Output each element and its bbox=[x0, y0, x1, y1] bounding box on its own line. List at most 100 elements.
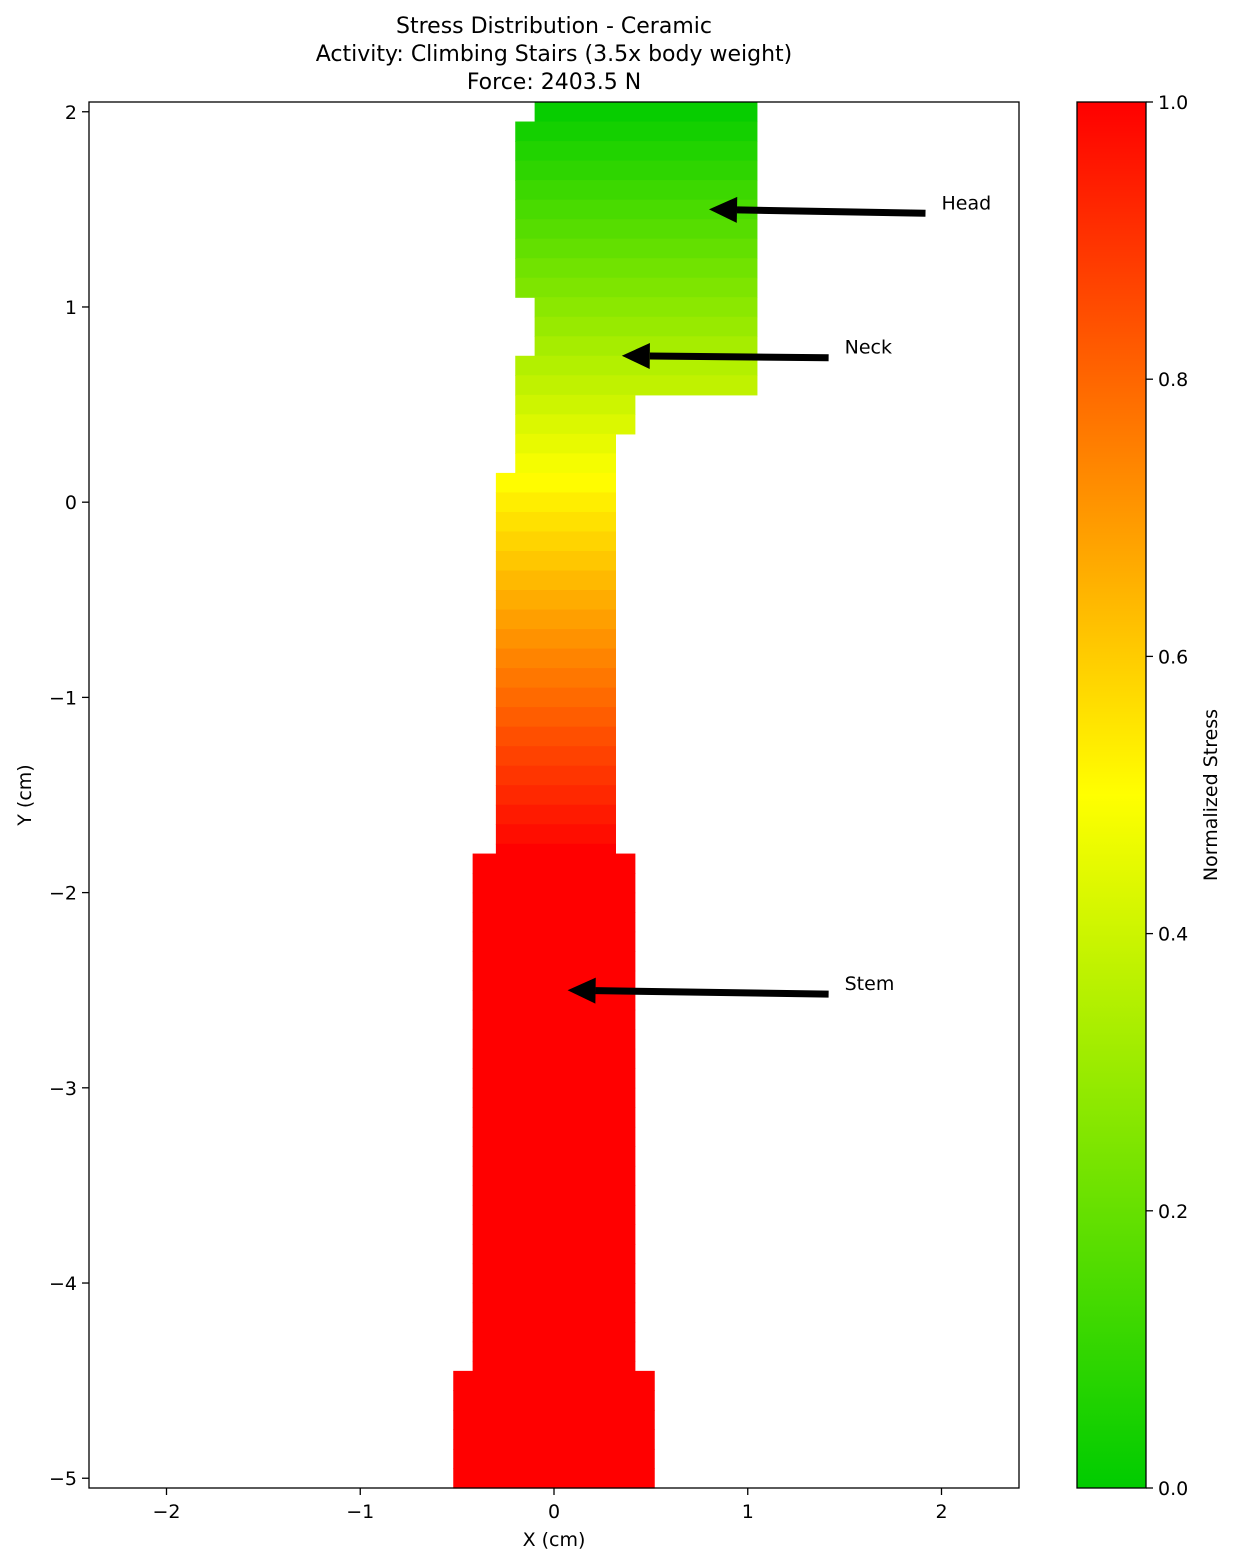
heatmap-cell bbox=[515, 219, 758, 240]
colorbar-tick-label: 0.6 bbox=[1158, 646, 1188, 668]
heatmap-cell bbox=[472, 1224, 636, 1245]
x-axis: −2 −1 0 1 2 bbox=[152, 1488, 948, 1523]
heatmap-cell bbox=[472, 1341, 636, 1362]
heatmap-cell bbox=[472, 912, 636, 933]
heatmap-cell bbox=[515, 258, 758, 279]
x-tick-label: −1 bbox=[346, 1501, 374, 1523]
heatmap-cell bbox=[515, 355, 758, 376]
heatmap-cell bbox=[495, 511, 616, 533]
heatmap-cell bbox=[534, 297, 758, 318]
heatmap-cell bbox=[495, 648, 616, 669]
y-tick-label: −4 bbox=[49, 1273, 77, 1295]
heatmap-cell bbox=[515, 160, 758, 181]
heatmap-cell bbox=[515, 394, 636, 415]
heatmap-cell bbox=[515, 238, 758, 259]
heatmap-cell bbox=[534, 102, 758, 123]
colorbar-tick-label: 0.8 bbox=[1158, 369, 1188, 391]
heatmap-cell bbox=[453, 1390, 655, 1411]
title-line-1: Stress Distribution - Ceramic bbox=[396, 14, 712, 39]
heatmap-cell bbox=[453, 1370, 655, 1391]
colorbar-gradient bbox=[1076, 101, 1147, 1489]
colorbar-tick-label: 0.2 bbox=[1158, 1201, 1188, 1223]
colorbar-ticks: 0.0 0.2 0.4 0.6 0.8 1.0 bbox=[1146, 92, 1188, 1500]
heatmap-cell bbox=[515, 180, 758, 201]
y-tick-label: −1 bbox=[49, 687, 77, 709]
annotation-arrow-shaft bbox=[649, 352, 829, 362]
heatmap-cell bbox=[495, 570, 616, 591]
heatmap-cell bbox=[472, 1302, 636, 1323]
heatmap-cell bbox=[472, 1126, 636, 1147]
heatmap-cell bbox=[495, 785, 616, 806]
heatmap-cell bbox=[495, 492, 616, 513]
heatmap-cell bbox=[495, 629, 616, 650]
chart-title: Stress Distribution - Ceramic Activity: … bbox=[316, 14, 793, 95]
heatmap-cell bbox=[495, 765, 616, 786]
heatmap-cell bbox=[515, 414, 636, 435]
annotation-label-head: Head bbox=[942, 192, 992, 214]
heatmap-cell bbox=[472, 1204, 636, 1226]
colorbar-tick-label: 0.4 bbox=[1158, 924, 1188, 946]
heatmap-cell bbox=[495, 668, 616, 689]
heatmap-cell bbox=[472, 1165, 636, 1187]
heatmap-cell bbox=[495, 609, 616, 630]
heatmap-cell bbox=[472, 951, 636, 972]
heatmap-cell bbox=[534, 316, 758, 337]
heatmap-cell bbox=[515, 375, 758, 396]
annotation-label-stem: Stem bbox=[845, 973, 895, 995]
heatmap-cell bbox=[515, 277, 758, 298]
annotation-arrow-head bbox=[709, 196, 738, 223]
x-axis-label: X (cm) bbox=[523, 1529, 586, 1551]
heatmap-cell bbox=[495, 804, 616, 825]
annotation-arrow-head bbox=[567, 977, 596, 1004]
stress-heatmap bbox=[453, 102, 758, 1489]
heatmap-cell bbox=[472, 1068, 636, 1089]
heatmap-cell bbox=[495, 707, 616, 728]
heatmap-cell bbox=[495, 726, 616, 747]
title-line-2: Activity: Climbing Stairs (3.5x body wei… bbox=[316, 42, 793, 67]
y-axis-label: Y (cm) bbox=[14, 764, 36, 826]
heatmap-cell bbox=[515, 453, 616, 474]
heatmap-cell bbox=[472, 1185, 636, 1206]
heatmap-cell bbox=[453, 1409, 655, 1431]
heatmap-cell bbox=[472, 1087, 636, 1108]
annotation-arrow-shaft bbox=[736, 206, 926, 217]
heatmap-cell bbox=[495, 550, 616, 572]
heatmap-cell bbox=[472, 853, 636, 874]
heatmap-cell bbox=[472, 1322, 636, 1343]
heatmap-cell bbox=[472, 1107, 636, 1128]
annotation-arrow-head bbox=[621, 343, 650, 370]
heatmap-cell bbox=[472, 1283, 636, 1304]
x-tick-label: 1 bbox=[742, 1501, 754, 1523]
heatmap-cell bbox=[472, 873, 636, 894]
heatmap-cell bbox=[515, 121, 758, 142]
y-tick-label: −5 bbox=[49, 1468, 77, 1490]
x-tick-label: 2 bbox=[935, 1501, 947, 1523]
heatmap-cell bbox=[472, 1009, 636, 1030]
heatmap-cell bbox=[472, 1029, 636, 1050]
y-tick-label: −3 bbox=[49, 1078, 77, 1100]
heatmap-cell bbox=[472, 1048, 636, 1069]
x-tick-label: −2 bbox=[152, 1501, 180, 1523]
heatmap-cell bbox=[515, 199, 758, 220]
y-tick-label: 1 bbox=[65, 297, 77, 319]
title-line-3: Force: 2403.5 N bbox=[467, 70, 641, 95]
colorbar-label: Normalized Stress bbox=[1200, 709, 1222, 881]
heatmap-cell bbox=[453, 1448, 655, 1470]
y-tick-label: 0 bbox=[65, 492, 77, 514]
colorbar-tick-label: 0.0 bbox=[1158, 1478, 1188, 1500]
heatmap-cell bbox=[453, 1429, 655, 1450]
y-axis: −5 −4 −3 −2 −1 0 1 2 bbox=[49, 102, 89, 1490]
colorbar: 0.0 0.2 0.4 0.6 0.8 1.0 Normalized Stress bbox=[1076, 92, 1222, 1500]
heatmap-cell bbox=[453, 1468, 655, 1489]
x-tick-label: 0 bbox=[548, 1501, 560, 1523]
heatmap-cell bbox=[472, 892, 636, 913]
heatmap-cell bbox=[495, 746, 616, 767]
heatmap-cell bbox=[515, 141, 758, 162]
annotation-arrow-shaft bbox=[595, 987, 829, 998]
heatmap-cell bbox=[472, 931, 636, 952]
heatmap-cell bbox=[472, 1263, 636, 1284]
heatmap-cell bbox=[495, 472, 616, 494]
heatmap-cell bbox=[495, 531, 616, 552]
heatmap-cell bbox=[495, 687, 616, 708]
